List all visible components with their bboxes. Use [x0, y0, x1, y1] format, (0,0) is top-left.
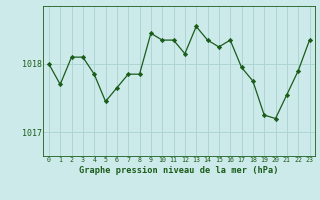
X-axis label: Graphe pression niveau de la mer (hPa): Graphe pression niveau de la mer (hPa) [79, 166, 279, 175]
